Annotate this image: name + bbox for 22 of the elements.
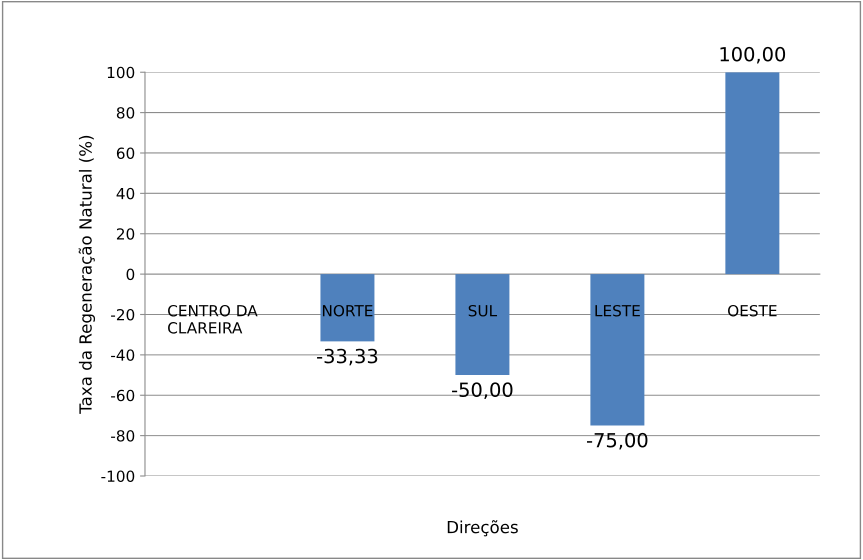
y-tick-label: 80: [116, 107, 134, 119]
y-axis-title: Taxa da Regeneração Natural (%): [78, 136, 96, 414]
y-tick-label: -40: [111, 349, 134, 361]
data-label: -50,00: [452, 382, 512, 400]
y-tick-label: 100: [108, 66, 134, 78]
y-tick-label: -100: [101, 470, 134, 482]
x-tick-label: SUL: [468, 304, 498, 316]
x-axis-title: Direções: [448, 520, 518, 536]
y-tick-label: 60: [116, 147, 134, 160]
x-tick-label: LESTE: [595, 304, 640, 316]
y-tick-label: -80: [111, 430, 134, 442]
data-label: -75,00: [587, 432, 648, 450]
y-tick-label: -60: [111, 390, 134, 402]
data-label: -33,33: [317, 348, 378, 366]
y-tick-label: 0: [126, 268, 134, 280]
x-tick-label: CENTRO DA CLAREIRA: [168, 304, 258, 334]
y-tick-label: 40: [116, 188, 134, 200]
x-tick-label: OESTE: [728, 304, 777, 316]
y-tick-label: -20: [111, 308, 134, 321]
y-tick-label: 20: [116, 228, 134, 240]
x-tick-label: NORTE: [322, 304, 372, 316]
data-label: 100,00: [720, 46, 786, 64]
